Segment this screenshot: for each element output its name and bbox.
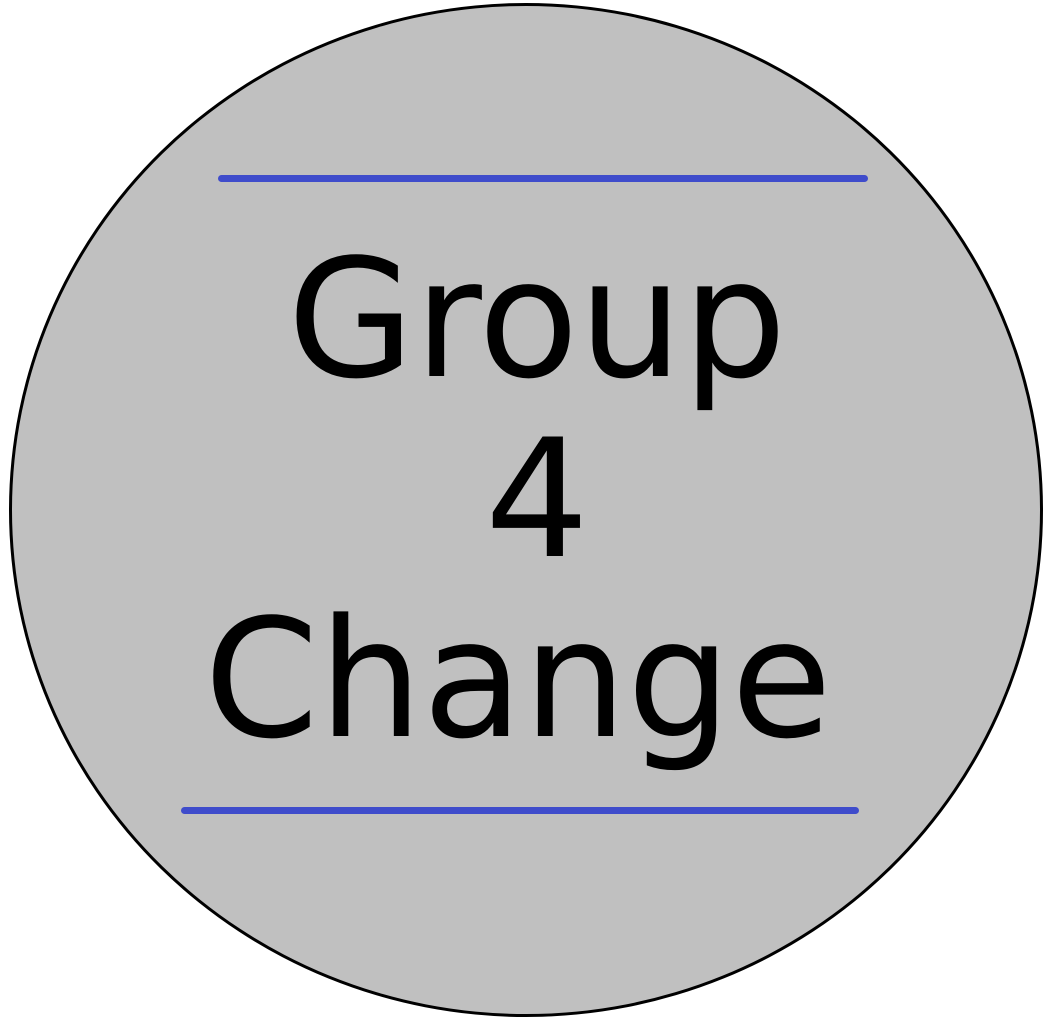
top-divider-line: [218, 175, 868, 182]
bottom-divider-line: [181, 807, 859, 814]
logo-circle-badge: [9, 3, 1043, 1017]
logo-text-group: Group: [287, 224, 787, 415]
logo-text-number: 4: [484, 404, 590, 595]
logo-text-change: Change: [204, 584, 832, 775]
